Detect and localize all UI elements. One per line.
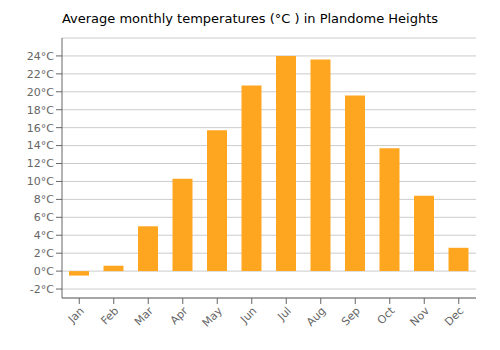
svg-text:Jul: Jul [275, 304, 294, 323]
svg-text:22°C: 22°C [27, 68, 54, 81]
svg-text:Apr: Apr [168, 304, 191, 327]
svg-text:Mar: Mar [132, 304, 156, 328]
svg-text:24°C: 24°C [27, 50, 54, 63]
svg-text:10°C: 10°C [27, 175, 54, 188]
svg-text:8°C: 8°C [34, 193, 54, 206]
svg-text:Sep: Sep [339, 304, 363, 328]
svg-text:14°C: 14°C [27, 139, 54, 152]
svg-text:May: May [200, 304, 226, 330]
svg-text:0°C: 0°C [34, 265, 54, 278]
svg-text:Nov: Nov [408, 304, 433, 329]
svg-text:6°C: 6°C [34, 211, 54, 224]
svg-text:-2°C: -2°C [30, 283, 54, 296]
svg-text:Aug: Aug [304, 304, 328, 328]
svg-text:Oct: Oct [375, 304, 398, 327]
svg-text:Dec: Dec [442, 304, 466, 328]
svg-text:Jun: Jun [237, 304, 259, 326]
svg-text:2°C: 2°C [34, 247, 54, 260]
svg-text:18°C: 18°C [27, 104, 54, 117]
svg-text:16°C: 16°C [27, 122, 54, 135]
svg-text:Jan: Jan [65, 304, 87, 326]
svg-text:20°C: 20°C [27, 86, 54, 99]
svg-text:12°C: 12°C [27, 157, 54, 170]
svg-text:4°C: 4°C [34, 229, 54, 242]
svg-text:Feb: Feb [98, 304, 121, 327]
html-text:Average monthly temperatures (: Average monthly temperatures (°C ) in Pl… [61, 11, 439, 26]
